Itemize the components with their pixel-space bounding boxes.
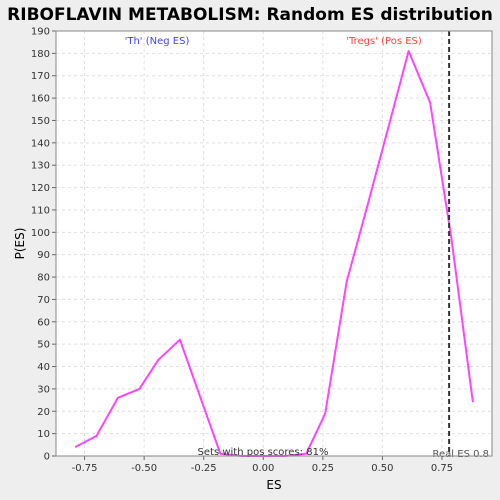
chart-title: RIBOFLAVIN METABOLISM: Random ES distrib… [7, 5, 493, 25]
neg-es-label: 'Th' (Neg ES) [125, 36, 190, 47]
y-tick-label: 100 [31, 228, 50, 239]
x-axis-label: ES [266, 478, 281, 492]
real-es-label: Real ES 0.8 [433, 449, 489, 460]
y-tick-label: 160 [31, 94, 50, 105]
y-tick-label: 130 [31, 161, 50, 172]
y-tick-label: 80 [37, 273, 50, 284]
pos-scores-label: Sets with pos scores: 81% [198, 447, 329, 458]
x-tick-label: -0.75 [72, 463, 98, 474]
y-tick-label: 50 [37, 340, 50, 351]
grid [56, 30, 492, 457]
y-tick-label: 120 [31, 183, 50, 194]
y-tick-label: 30 [37, 384, 50, 395]
y-tick-label: 90 [37, 250, 50, 261]
y-tick-label: 70 [37, 295, 50, 306]
y-tick-label: 140 [31, 138, 50, 149]
y-tick-label: 10 [37, 429, 50, 440]
plot-border [55, 30, 493, 457]
y-tick-label: 150 [31, 116, 50, 127]
x-tick-label: -0.50 [131, 463, 157, 474]
y-tick-label: 170 [31, 71, 50, 82]
x-tick-label: 0.25 [312, 463, 334, 474]
y-tick-label: 40 [37, 362, 50, 373]
plot-area [56, 31, 492, 456]
y-tick-label: 20 [37, 407, 50, 418]
y-tick-label: 190 [31, 27, 50, 38]
y-axis-label: P(ES) [13, 228, 27, 260]
y-tick-label: 0 [44, 452, 50, 463]
y-tick-label: 180 [31, 49, 50, 60]
x-tick-label: 0.00 [252, 463, 274, 474]
x-tick-label: 0.50 [371, 463, 393, 474]
x-tick-label: 0.75 [431, 463, 453, 474]
y-tick-label: 110 [31, 205, 50, 216]
pos-es-label: 'Tregs' (Pos ES) [346, 36, 422, 47]
x-tick-label: -0.25 [191, 463, 217, 474]
x-axis: -0.75 -0.50 -0.25 0.00 0.25 0.50 0.75 [72, 456, 453, 474]
y-tick-label: 60 [37, 317, 50, 328]
y-axis: 0 10 20 30 40 50 60 70 80 90 100 110 120 130 140 150 160… [31, 27, 56, 463]
